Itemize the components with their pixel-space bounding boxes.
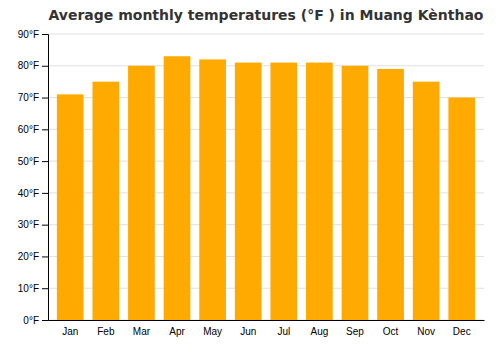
bars <box>57 56 475 320</box>
x-tick: Jul <box>277 326 290 337</box>
bar <box>270 63 297 320</box>
bar <box>235 63 262 320</box>
x-tick: Dec <box>453 326 471 337</box>
tick-label: Dec <box>453 326 471 337</box>
y-tick: 30°F <box>18 219 48 230</box>
x-tick: Sep <box>346 326 364 337</box>
bar <box>57 94 84 320</box>
x-tick: Nov <box>417 326 435 337</box>
x-axis: Jan Feb Mar Apr May Jun Jul Aug Sep Oct Nov Dec <box>49 321 485 338</box>
tick-label: Mar <box>133 326 151 337</box>
tick-label: 80°F <box>18 60 39 71</box>
tick-label: 40°F <box>18 188 39 199</box>
x-tick: Jun <box>240 326 256 337</box>
y-tick: 0°F <box>23 315 48 326</box>
bar <box>377 69 404 320</box>
y-tick: 20°F <box>18 251 48 262</box>
x-tick: Feb <box>97 326 115 337</box>
tick-label: May <box>203 326 222 337</box>
plot-area: 0°F 10°F 20°F 30°F 40°F 50°F 60°F 70°F 80°F 90°F J… <box>18 29 485 337</box>
bar <box>448 98 475 320</box>
bar <box>92 82 119 320</box>
tick-label: 70°F <box>18 92 39 103</box>
tick-mark <box>42 288 48 289</box>
tick-label: Aug <box>310 326 328 337</box>
x-tick: Aug <box>310 326 328 337</box>
y-tick: 10°F <box>18 283 48 294</box>
x-tick: Oct <box>383 326 399 337</box>
tick-mark <box>42 193 48 194</box>
grid-line <box>48 65 484 66</box>
y-tick: 60°F <box>18 124 48 135</box>
x-tick: Mar <box>133 326 151 337</box>
tick-label: 90°F <box>18 29 39 40</box>
tick-mark <box>42 34 48 35</box>
title: Average monthly temperatures (°F ) in Mu… <box>49 7 484 23</box>
x-tick: Jan <box>62 326 78 337</box>
tick-mark <box>42 161 48 162</box>
y-tick: 40°F <box>18 188 48 199</box>
axis-line <box>42 35 49 321</box>
bar <box>342 66 369 320</box>
tick-mark <box>42 98 48 99</box>
grid-line <box>48 34 484 35</box>
y-tick: 90°F <box>18 29 48 40</box>
bar <box>164 56 191 320</box>
tick-label: 0°F <box>23 315 39 326</box>
x-tick: Apr <box>169 326 185 337</box>
bar <box>413 82 440 320</box>
tick-label: Oct <box>383 326 399 337</box>
tick-label: 60°F <box>18 124 39 135</box>
x-tick: May <box>203 326 222 337</box>
tick-label: Jun <box>240 326 256 337</box>
tick-label: 30°F <box>18 219 39 230</box>
tick-label: Jan <box>62 326 78 337</box>
grid <box>48 34 484 320</box>
tick-label: Feb <box>97 326 115 337</box>
chart: 0°F 10°F 20°F 30°F 40°F 50°F 60°F 70°F 80°F 90°F J… <box>0 0 500 350</box>
tick-mark <box>42 225 48 226</box>
tick-label: Sep <box>346 326 364 337</box>
tick-label: 50°F <box>18 156 39 167</box>
tick-mark <box>42 129 48 130</box>
y-tick: 50°F <box>18 156 48 167</box>
tick-label: Apr <box>169 326 185 337</box>
tick-mark <box>42 66 48 67</box>
y-tick: 70°F <box>18 92 48 103</box>
bar <box>306 63 333 320</box>
tick-label: Jul <box>277 326 290 337</box>
y-axis: 0°F 10°F 20°F 30°F 40°F 50°F 60°F 70°F 80°F 90°F <box>18 29 49 326</box>
tick-mark <box>42 256 48 257</box>
tick-label: 20°F <box>18 251 39 262</box>
bar <box>199 59 226 320</box>
tick-label: Nov <box>417 326 435 337</box>
tick-label: 10°F <box>18 283 39 294</box>
y-tick: 80°F <box>18 60 48 71</box>
axis-line <box>49 320 485 321</box>
bar <box>128 66 155 320</box>
tick-mark <box>42 320 48 321</box>
